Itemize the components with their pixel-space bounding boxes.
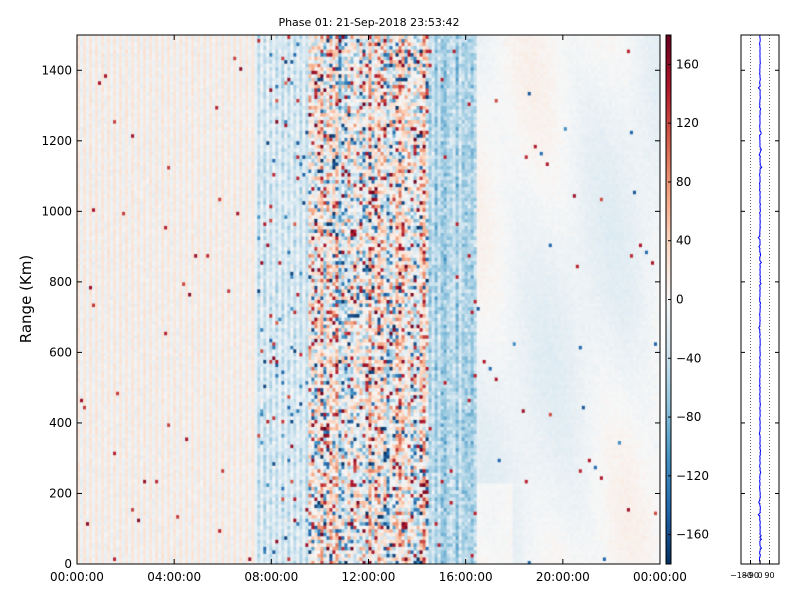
x-tick-label: 12:00:00 (342, 570, 396, 584)
x-tick-label: 08:00:00 (244, 570, 298, 584)
y-tick-label: 400 (49, 416, 72, 430)
y-tick-label: 1400 (41, 63, 72, 77)
y-tick-label: 800 (49, 275, 72, 289)
profile-x-tick-label: −90 (742, 571, 759, 580)
colorbar-tick-label: −40 (676, 351, 701, 365)
x-tick-label: 00:00:00 (633, 570, 687, 584)
profile-x-tick-label: 90 (764, 571, 774, 580)
colorbar-ticks: 160 120 80 40 0 −40 −80 −120 −160 (668, 57, 709, 542)
chart-title: Phase 01: 21-Sep-2018 23:53:42 (278, 16, 459, 29)
profile-line (757, 34, 763, 565)
colorbar-tick-label: 160 (676, 57, 699, 71)
colorbar-tick-label: −160 (676, 528, 709, 542)
heatmap (77, 35, 660, 564)
y-axis-label: Range (Km) (17, 255, 35, 343)
profile-x-tick-label: 0 (757, 571, 762, 580)
colorbar-tick-label: 40 (676, 234, 691, 248)
colorbar-tick-label: −80 (676, 410, 701, 424)
heatmap-image (77, 35, 660, 564)
profile-frame (740, 34, 780, 565)
x-tick-label: 20:00:00 (536, 570, 590, 584)
colorbar-tick-label: 80 (676, 175, 691, 189)
x-axis: 00:00:00 04:00:00 08:00:00 12:00:00 16:00:00… (50, 35, 687, 584)
profile-x-tick-label: −180 (730, 571, 752, 580)
colorbar-tick-label: −120 (676, 469, 709, 483)
y-tick-label: 1200 (41, 134, 72, 148)
y-tick-label: 200 (49, 486, 72, 500)
profile-panel: −180−900 90 (730, 34, 779, 580)
colorbar-tick-label: 0 (676, 293, 684, 307)
y-axis: 0 200 400 600 800 1000 1200 1400 (41, 63, 660, 571)
y-tick-label: 0 (64, 557, 72, 571)
y-tick-label: 600 (49, 345, 72, 359)
x-tick-label: 00:00:00 (50, 570, 104, 584)
colorbar-tick-label: 120 (676, 116, 699, 130)
x-tick-label: 04:00:00 (147, 570, 201, 584)
y-tick-label: 1000 (41, 204, 72, 218)
x-tick-label: 16:00:00 (439, 570, 493, 584)
